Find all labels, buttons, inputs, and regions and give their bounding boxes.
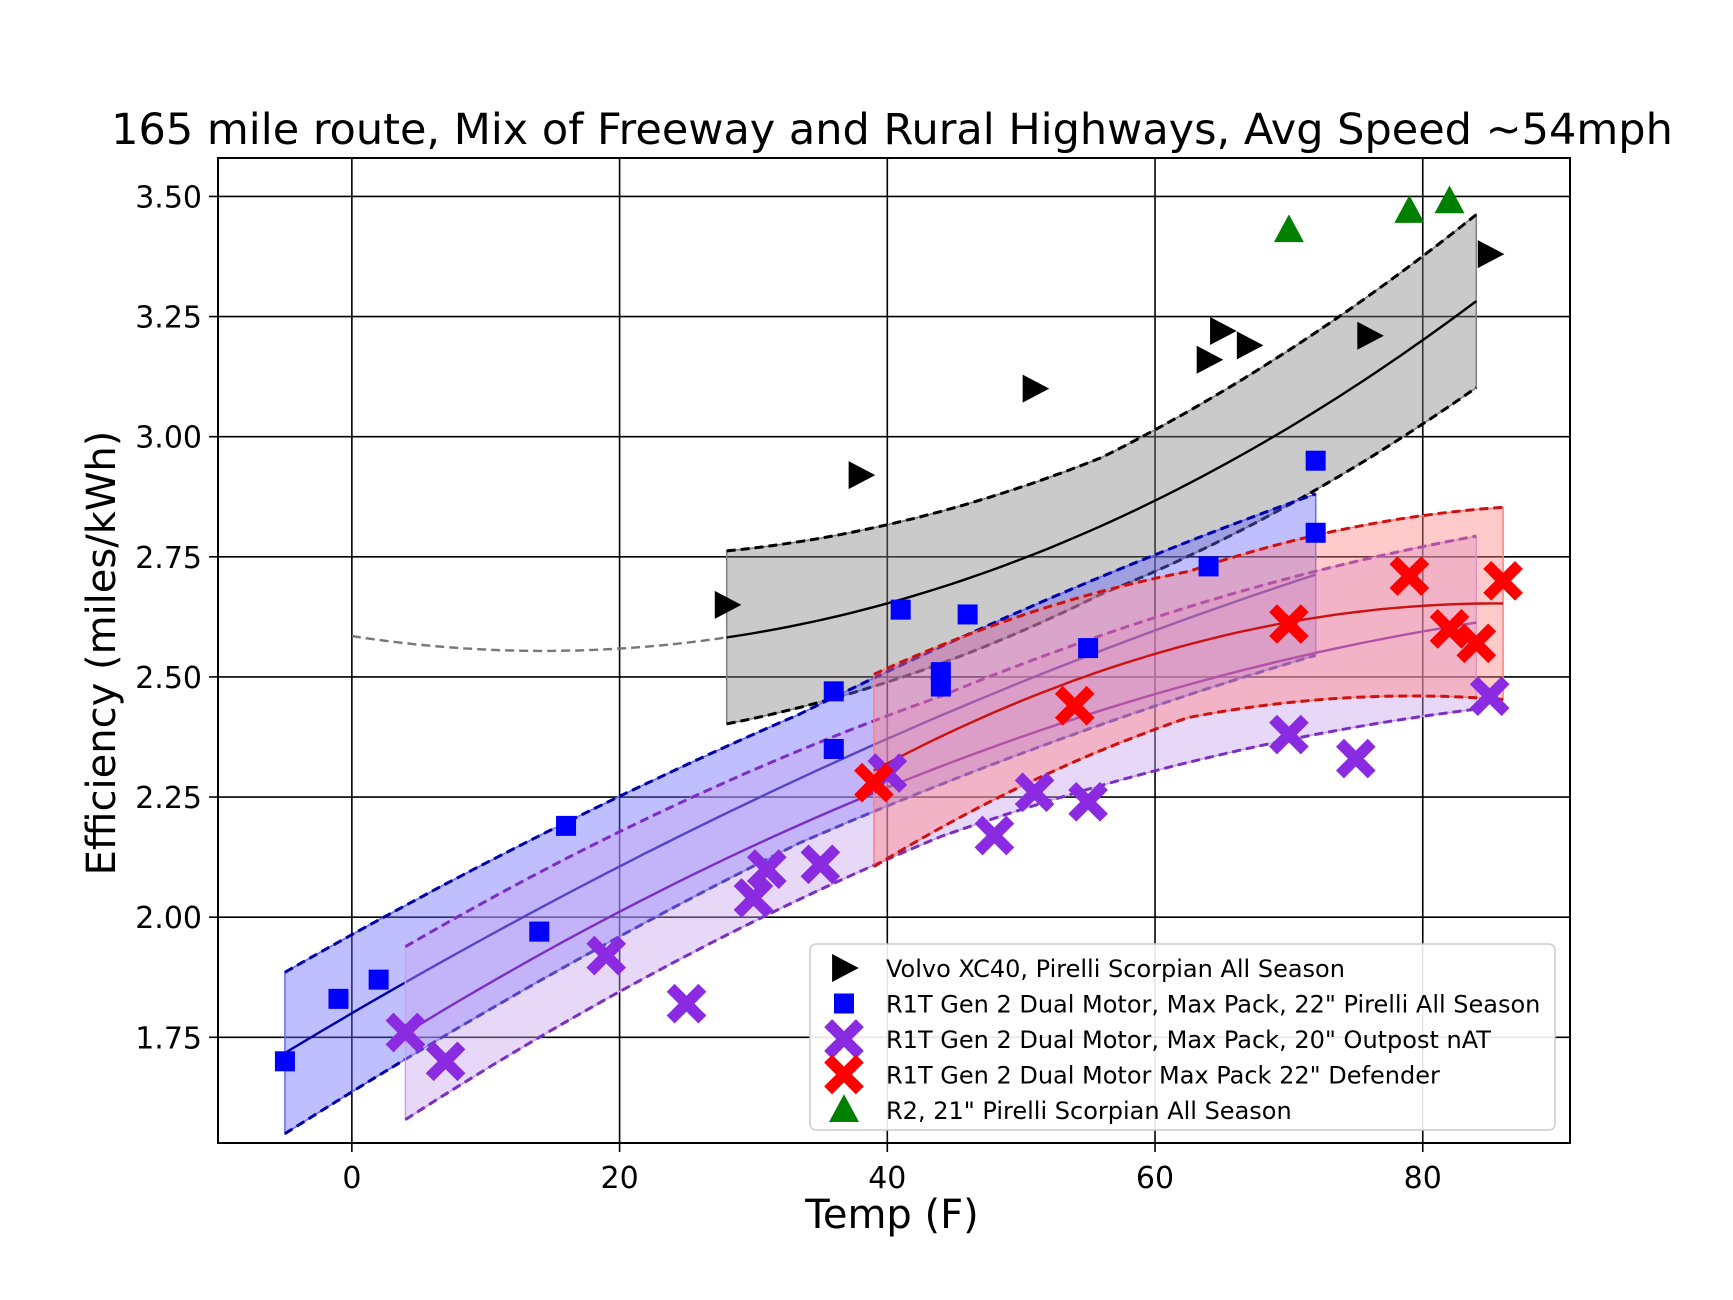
data-point (666, 983, 707, 1024)
y-tick-label: 3.25 (135, 301, 202, 336)
data-point (848, 461, 876, 490)
data-point (368, 969, 389, 990)
data-point (1022, 374, 1050, 403)
band-lower-line (284, 653, 1317, 1135)
legend-label: R1T Gen 2 Dual Motor Max Pack 22" Defend… (886, 1062, 1440, 1090)
legend-marker (832, 954, 859, 982)
data-point (1273, 214, 1304, 243)
y-tick-label: 2.25 (135, 781, 202, 816)
data-point (1305, 450, 1326, 471)
legend-box (809, 943, 1556, 1131)
x-tick-label: 20 (600, 1161, 638, 1196)
data-point (854, 762, 894, 803)
data-point (1429, 609, 1470, 649)
data-point (823, 681, 844, 702)
series-2-points (274, 450, 1326, 1072)
legend-label: R1T Gen 2 Dual Motor, Max Pack, 20" Outp… (886, 1026, 1491, 1054)
legend-marker (829, 1094, 859, 1122)
band-lower-line (404, 707, 1477, 1121)
data-point (425, 1041, 466, 1082)
data-point (800, 844, 841, 885)
data-point (586, 935, 627, 976)
x-axis-label: Temp (F) (804, 1192, 979, 1238)
data-point (556, 815, 577, 836)
band-upper-line (726, 213, 1478, 553)
x-tick-label: 60 (1136, 1161, 1174, 1196)
fit-line (404, 621, 1477, 1035)
data-point (1469, 676, 1510, 716)
band-upper-line (284, 492, 1317, 974)
y-tick-label: 3.00 (135, 421, 202, 456)
data-point (1269, 604, 1309, 644)
y-tick-label: 3.50 (135, 180, 202, 215)
x-tick-label: 0 (342, 1161, 361, 1196)
data-point (1196, 345, 1224, 374)
series-3-points (385, 676, 1510, 1082)
data-point (1434, 185, 1465, 214)
data-point (1394, 195, 1425, 223)
data-point (957, 604, 978, 625)
axis-ticks: 0 20 40 60 80 1.75 2.00 2.25 2.50 2.75 3.00 3.25 3.5… (135, 180, 1442, 1196)
data-point (823, 739, 844, 759)
y-tick-label: 2.50 (135, 661, 202, 696)
data-point (930, 676, 951, 697)
data-point (1236, 331, 1264, 360)
band-lower-line (726, 386, 1478, 726)
y-tick-label: 1.75 (135, 1021, 202, 1056)
data-point (1078, 638, 1099, 659)
y-axis-label: Efficiency (miles/kWh) (79, 431, 125, 876)
fit-line (284, 573, 1317, 1055)
legend-label: R1T Gen 2 Dual Motor, Max Pack, 22" Pire… (886, 991, 1540, 1019)
data-point (385, 1012, 426, 1053)
data-point (1483, 561, 1523, 601)
data-point (1305, 522, 1326, 543)
y-tick-label: 2.00 (135, 901, 202, 936)
band-upper-line (873, 505, 1504, 676)
chart-title: 165 mile route, Mix of Freeway and Rural… (111, 105, 1673, 155)
data-point (274, 1051, 295, 1072)
legend-marker (824, 1019, 864, 1059)
data-point (714, 590, 742, 619)
data-point (1357, 321, 1384, 350)
y-tick-label: 2.75 (135, 541, 202, 576)
fit-curves (284, 213, 1504, 1136)
plot-frame (217, 157, 1571, 1144)
data-point (1269, 714, 1309, 755)
legend-marker (824, 1054, 864, 1095)
data-point (1477, 240, 1505, 269)
band-lower-line (873, 694, 1504, 868)
x-tick-label: 40 (868, 1161, 906, 1196)
data-point (328, 988, 349, 1009)
extrapolation-line (351, 634, 727, 653)
data-point (890, 599, 911, 620)
data-point (1389, 556, 1430, 596)
data-point (529, 921, 550, 942)
data-point (1335, 738, 1376, 779)
series-5-points (1273, 185, 1465, 243)
data-point (1456, 623, 1497, 664)
series-4-points (854, 556, 1523, 803)
data-point (747, 849, 787, 889)
data-point (1054, 685, 1095, 726)
legend: Volvo XC40, Pirelli Scorpian All Season R… (809, 943, 1556, 1131)
fit-line (726, 300, 1478, 639)
data-point (1198, 556, 1219, 577)
data-point (1014, 772, 1055, 813)
legend-marker (834, 993, 854, 1014)
data-point (733, 878, 774, 918)
data-point (1068, 782, 1108, 822)
series-1-points (714, 240, 1505, 619)
x-tick-label: 80 (1404, 1161, 1442, 1196)
data-points (274, 185, 1523, 1082)
data-point (1210, 316, 1237, 345)
legend-label: R2, 21" Pirelli Scorpian All Season (886, 1097, 1292, 1125)
data-point (974, 815, 1015, 856)
fit-line (873, 602, 1504, 772)
legend-label: Volvo XC40, Pirelli Scorpian All Season (886, 955, 1345, 983)
